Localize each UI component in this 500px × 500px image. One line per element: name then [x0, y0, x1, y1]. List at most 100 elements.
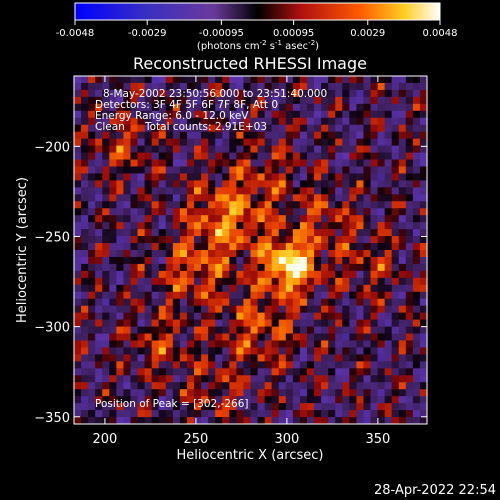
heatmap-cell: [81, 312, 89, 321]
heatmap-cell: [172, 396, 181, 404]
heatmap-cell: [186, 305, 195, 314]
heatmap-cell: [208, 243, 216, 251]
heatmap-cell: [405, 131, 414, 140]
heatmap-cell: [158, 89, 167, 98]
heatmap-cell: [257, 222, 266, 230]
heatmap-cell: [306, 382, 315, 390]
heatmap-cell: [194, 361, 202, 369]
heatmap-cell: [264, 187, 273, 195]
heatmap-cell: [377, 312, 386, 321]
heatmap-cell: [285, 82, 294, 91]
heatmap-cell: [186, 152, 195, 161]
heatmap-cell: [405, 250, 414, 258]
heatmap-cell: [186, 410, 195, 418]
heatmap-cell: [257, 340, 266, 349]
heatmap-cell: [236, 166, 245, 175]
heatmap-cell: [208, 250, 216, 258]
heatmap-cell: [151, 396, 160, 404]
heatmap-cell: [194, 326, 202, 335]
heatmap-cell: [130, 396, 139, 404]
heatmap-cell: [328, 89, 336, 98]
heatmap-cell: [229, 319, 237, 328]
heatmap-cell: [412, 250, 421, 258]
heatmap-cell: [208, 312, 216, 321]
heatmap-cell: [102, 270, 110, 279]
heatmap-cell: [194, 96, 202, 105]
heatmap-cell: [130, 173, 139, 181]
heatmap-cell: [172, 256, 181, 265]
heatmap-cell: [398, 243, 407, 251]
heatmap-cell: [116, 187, 125, 195]
heatmap-cell: [292, 117, 301, 126]
heatmap-cell: [342, 208, 350, 216]
heatmap-cell: [321, 298, 329, 307]
heatmap-cell: [292, 354, 301, 362]
heatmap-cell: [186, 284, 195, 293]
heatmap-cell: [342, 410, 350, 418]
heatmap-cell: [264, 222, 273, 230]
heatmap-cell: [109, 396, 117, 404]
heatmap-cell: [356, 166, 365, 175]
heatmap-cell: [271, 368, 280, 376]
heatmap-cell: [356, 312, 365, 321]
heatmap-cell: [130, 201, 139, 209]
heatmap-cell: [165, 347, 174, 355]
heatmap-cell: [306, 208, 315, 216]
heatmap-cell: [151, 124, 160, 133]
heatmap-cell: [151, 152, 160, 161]
heatmap-cell: [292, 166, 301, 175]
heatmap-cell: [250, 110, 259, 119]
heatmap-cell: [222, 117, 230, 126]
heatmap-cell: [321, 159, 329, 168]
heatmap-cell: [398, 236, 407, 244]
colorbar-ticks: -0.0048 -0.0029 -0.00095 0.00095 0.0029 0.004…: [56, 20, 458, 39]
heatmap-cell: [243, 389, 252, 397]
heatmap-cell: [194, 215, 202, 223]
heatmap-cell: [137, 180, 146, 188]
heatmap-cell: [137, 291, 146, 300]
heatmap-cell: [384, 131, 393, 140]
heatmap-cell: [335, 284, 343, 293]
heatmap-cell: [384, 82, 393, 91]
heatmap-cell: [137, 250, 146, 258]
heatmap-cell: [137, 215, 146, 223]
heatmap-cell: [88, 145, 96, 154]
heatmap-cell: [74, 76, 82, 84]
heatmap-cell: [236, 96, 245, 105]
heatmap-cell: [278, 326, 287, 335]
heatmap-cell: [384, 76, 393, 84]
heatmap-cell: [377, 201, 386, 209]
heatmap-cell: [306, 180, 315, 188]
heatmap-cell: [116, 76, 125, 84]
heatmap-cell: [306, 250, 315, 258]
heatmap-cell: [419, 403, 427, 411]
heatmap-cell: [186, 236, 195, 244]
heatmap-cell: [172, 173, 181, 181]
heatmap-cell: [165, 305, 174, 314]
heatmap-cell: [384, 340, 393, 349]
heatmap-cell: [391, 243, 400, 251]
heatmap-cell: [165, 256, 174, 265]
heatmap-cell: [264, 340, 273, 349]
heatmap-cell: [144, 298, 153, 307]
heatmap-cell: [186, 333, 195, 342]
heatmap-cell: [264, 180, 273, 188]
heatmap-cell: [250, 256, 259, 265]
heatmap-cell: [229, 208, 237, 216]
heatmap-cell: [81, 291, 89, 300]
heatmap-cell: [74, 375, 82, 383]
heatmap-cell: [229, 347, 237, 355]
heatmap-cell: [222, 298, 230, 307]
heatmap-cell: [405, 347, 414, 355]
heatmap-cell: [109, 333, 117, 342]
heatmap-cell: [398, 319, 407, 328]
heatmap-cell: [236, 159, 245, 168]
heatmap-cell: [172, 145, 181, 154]
heatmap-cell: [419, 361, 427, 369]
heatmap-cell: [116, 166, 125, 175]
heatmap-cell: [88, 194, 96, 202]
heatmap-cell: [81, 347, 89, 355]
heatmap-cell: [158, 96, 167, 105]
heatmap-cell: [229, 166, 237, 175]
heatmap-cell: [356, 382, 365, 390]
